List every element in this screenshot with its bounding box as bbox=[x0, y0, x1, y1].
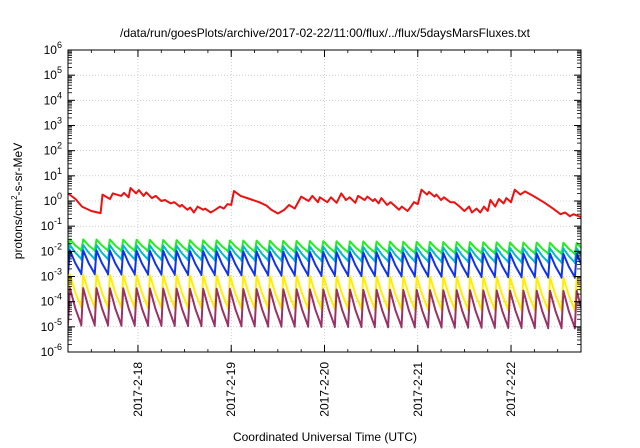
y-tick-label: 101 bbox=[44, 166, 62, 183]
data-series bbox=[68, 187, 581, 330]
x-tick-label: 2017-2-18 bbox=[131, 362, 145, 417]
chart-title: /data/run/goesPlots/archive/2017-02-22/1… bbox=[120, 26, 531, 40]
series-line-1 bbox=[68, 187, 581, 219]
y-tick-label-exp: -1 bbox=[54, 216, 62, 226]
series-line-2 bbox=[68, 238, 581, 256]
x-tick-label: 2017-2-22 bbox=[504, 362, 518, 417]
y-tick-label-base: 10 bbox=[44, 68, 58, 82]
y-tick-label: 100 bbox=[44, 191, 62, 208]
y-tick-label: 103 bbox=[44, 116, 62, 133]
y-tick-label-exp: 6 bbox=[57, 40, 62, 50]
x-axis-label: Coordinated Universal Time (UTC) bbox=[233, 430, 417, 444]
y-tick-label: 102 bbox=[44, 141, 62, 158]
x-tick-label: 2017-2-20 bbox=[318, 362, 332, 417]
y-tick-label-exp: 3 bbox=[57, 116, 62, 126]
y-tick-label-exp: 2 bbox=[57, 141, 62, 151]
y-tick-label-base: 10 bbox=[41, 320, 55, 334]
y-tick-label-exp: -2 bbox=[54, 241, 62, 251]
y-tick-label: 105 bbox=[44, 65, 62, 82]
y-tick-label-exp: 5 bbox=[57, 65, 62, 75]
y-tick-label-base: 10 bbox=[44, 194, 58, 208]
x-axis: 2017-2-18 2017-2-19 2017-2-20 2017-2-21 2017… bbox=[67, 50, 582, 417]
series-line-5 bbox=[68, 273, 581, 312]
y-tick-label-exp: -3 bbox=[54, 267, 62, 277]
y-tick-label-base: 10 bbox=[41, 345, 55, 359]
y-tick-label: 10-1 bbox=[41, 216, 62, 233]
y-tick-label: 104 bbox=[44, 90, 62, 107]
x-tick-label: 2017-2-21 bbox=[411, 362, 425, 417]
y-tick-label: 10-6 bbox=[41, 342, 62, 359]
y-tick-label-exp: -6 bbox=[54, 342, 62, 352]
y-tick-label-exp: -5 bbox=[54, 317, 62, 327]
y-tick-label-base: 10 bbox=[44, 169, 58, 183]
series-line-4 bbox=[68, 249, 581, 279]
y-tick-label: 10-2 bbox=[41, 241, 62, 258]
y-tick-label-base: 10 bbox=[44, 119, 58, 133]
y-tick-label-base: 10 bbox=[44, 43, 58, 57]
y-tick-label: 10-3 bbox=[41, 267, 62, 284]
series-line-6 bbox=[68, 287, 581, 330]
series-line-3 bbox=[68, 243, 581, 264]
y-tick-label: 106 bbox=[44, 40, 62, 57]
y-tick-label-base: 10 bbox=[41, 270, 55, 284]
y-tick-label-base: 10 bbox=[41, 219, 55, 233]
y-tick-label-base: 10 bbox=[44, 144, 58, 158]
y-tick-label-exp: 4 bbox=[57, 90, 62, 100]
x-tick-label: 2017-2-19 bbox=[224, 362, 238, 417]
y-tick-label-base: 10 bbox=[41, 295, 55, 309]
y-tick-label: 10-5 bbox=[41, 317, 62, 334]
y-tick-label-base: 10 bbox=[44, 93, 58, 107]
y-tick-label-exp: 1 bbox=[57, 166, 62, 176]
y-axis-label: protons/cm2-s-sr-MeV bbox=[10, 143, 25, 259]
y-axis: 10-610-510-410-310-210-11001011021031041… bbox=[41, 40, 581, 359]
y-tick-label-exp: 0 bbox=[57, 191, 62, 201]
y-tick-label-base: 10 bbox=[41, 244, 55, 258]
y-tick-label-exp: -4 bbox=[54, 292, 62, 302]
y-tick-label: 10-4 bbox=[41, 292, 62, 309]
